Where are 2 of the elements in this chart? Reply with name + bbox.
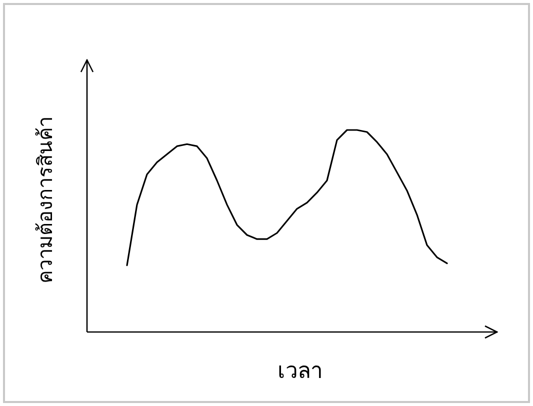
y-axis-title: ความต้องการสินค้า — [33, 116, 57, 284]
x-axis-title: เวลา — [278, 359, 322, 384]
